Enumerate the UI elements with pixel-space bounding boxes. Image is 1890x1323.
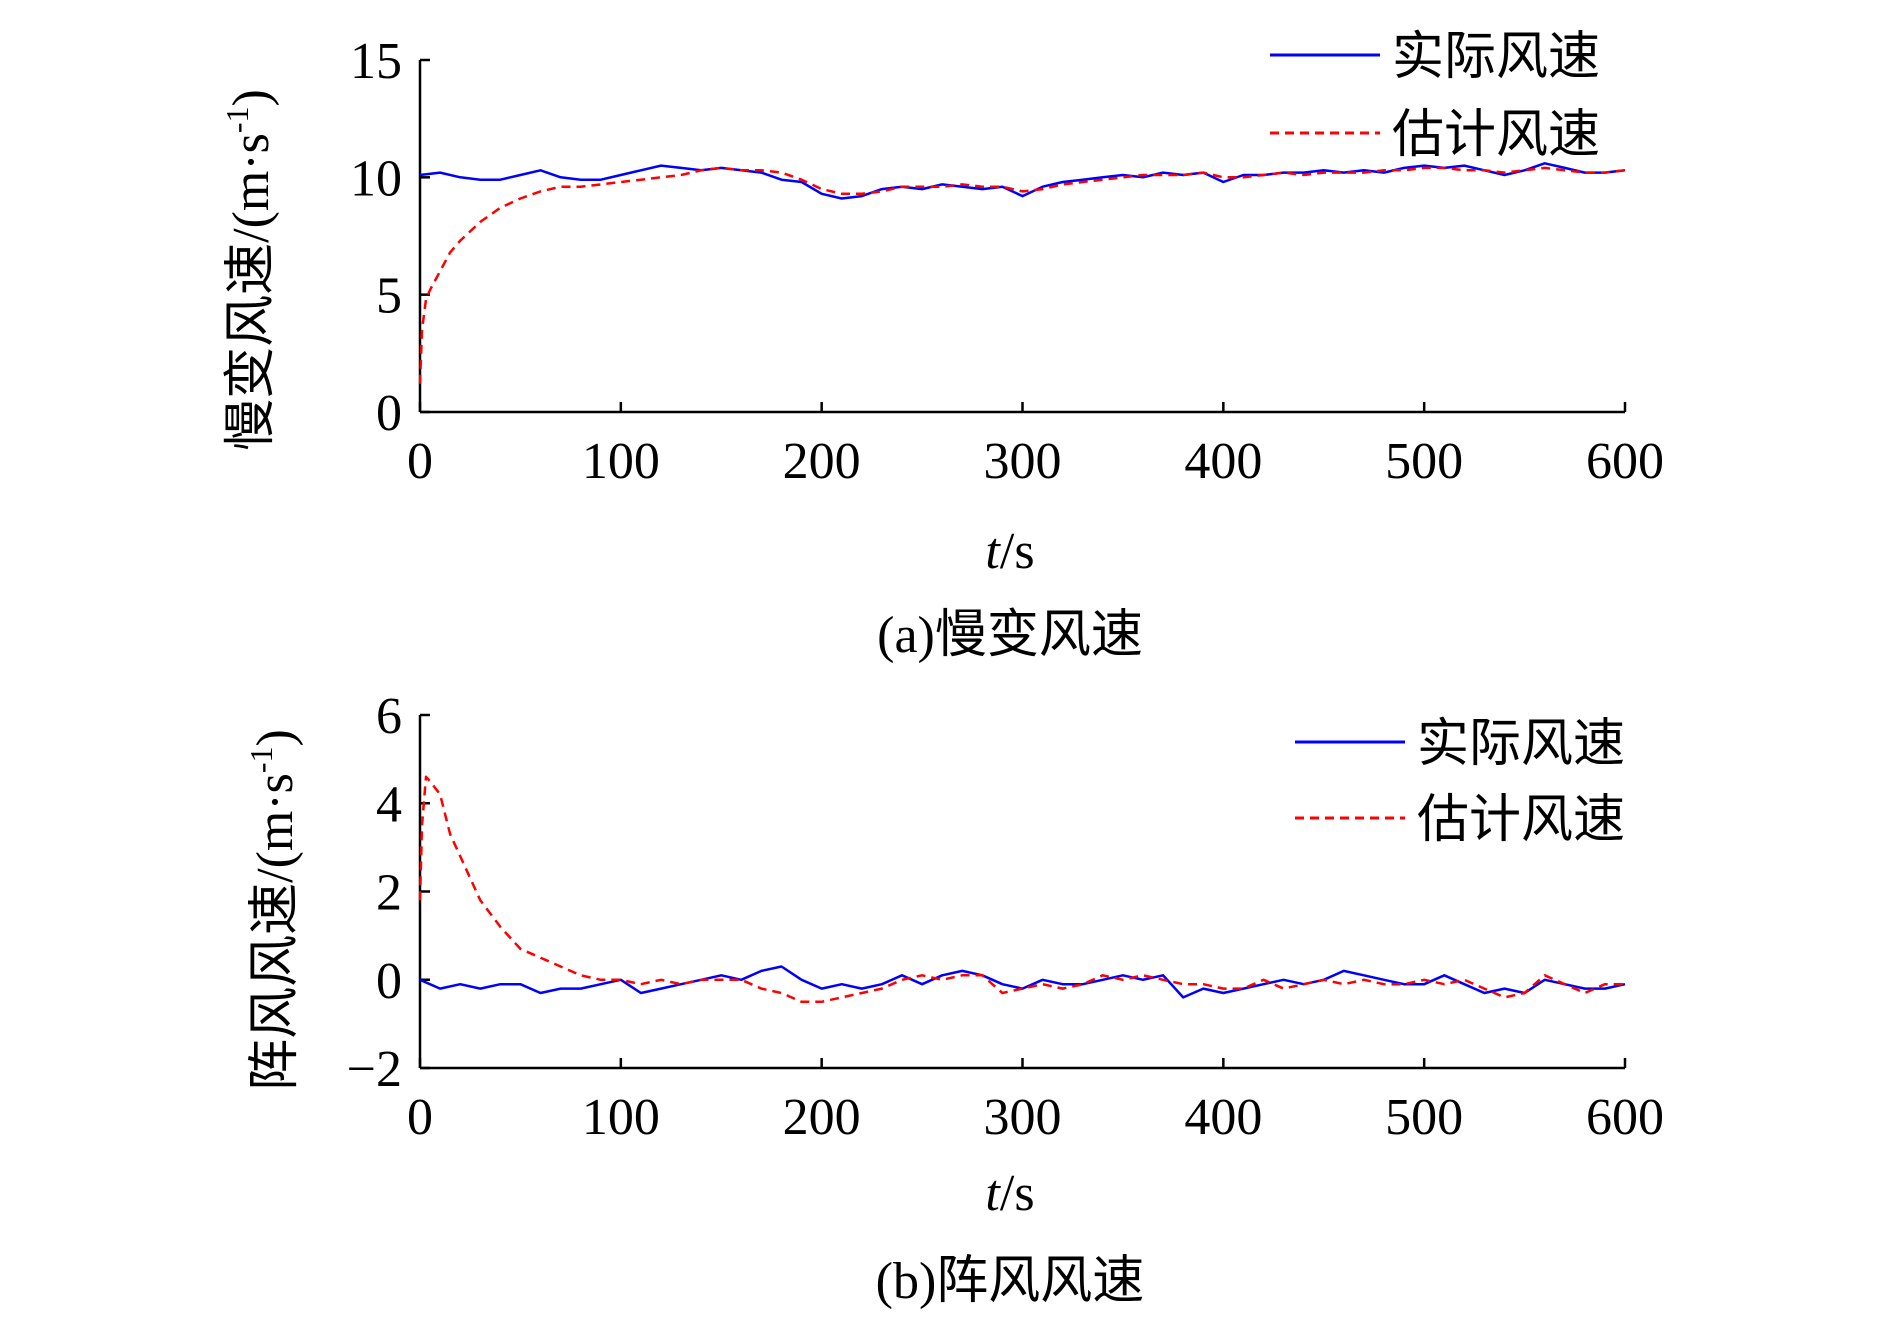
panel-a-axes: 0 100 200 300 400 500 600 0 5 10 15 xyxy=(350,33,1664,490)
panel-b-x-tick-label: 100 xyxy=(582,1089,660,1146)
panel-b-xlabel-rest: /s xyxy=(1000,1165,1035,1222)
panel-b-y-tick-label: 6 xyxy=(376,688,402,745)
panel-a-x-tick-label: 200 xyxy=(783,433,861,490)
panel-a-ylabel: 慢变风速/(m·s-1) xyxy=(219,89,280,451)
panel-b-x-tick-label: 300 xyxy=(984,1089,1062,1146)
panel-a-xlabel: t/s xyxy=(985,523,1034,580)
panel-a-x-tick-label: 100 xyxy=(582,433,660,490)
panel-a-ylabel-main: 慢变风速/(m·s xyxy=(223,133,280,451)
panel-a-ylabel-sup: -1 xyxy=(219,106,255,133)
panel-b-x-tick-label: 200 xyxy=(783,1089,861,1146)
panel-b-series-estimated-line xyxy=(418,775,1625,1004)
panel-a-legend-label-estimated: 估计风速 xyxy=(1392,107,1600,164)
panel-a-xlabel-rest: /s xyxy=(1000,523,1035,580)
panel-a-y-tick-label: 10 xyxy=(350,150,402,207)
panel-a-legend-label-actual: 实际风速 xyxy=(1392,29,1600,86)
panel-b-legend-label-estimated: 估计风速 xyxy=(1417,792,1625,849)
panel-a-x-tick-label: 500 xyxy=(1385,433,1463,490)
panel-b-series-actual-line xyxy=(419,965,1626,999)
panel-b-y-tick-label: −2 xyxy=(347,1041,402,1098)
panel-a-series-group xyxy=(418,162,1626,384)
panel-b-legend: 实际风速 估计风速 xyxy=(1295,716,1625,849)
panel-b-x-tick-label: 0 xyxy=(407,1089,433,1146)
panel-b-ylabel-close: ) xyxy=(247,729,304,746)
panel-b-y-tick-label: 0 xyxy=(376,953,402,1010)
panel-a-series-actual-line xyxy=(419,162,1626,200)
panel-a-x-tick-label: 300 xyxy=(984,433,1062,490)
panel-b-y-tick-label: 4 xyxy=(376,776,402,833)
panel-a-x-tick-label: 0 xyxy=(407,433,433,490)
panel-b-legend-label-actual: 实际风速 xyxy=(1417,716,1625,773)
panel-b-ylabel: 阵风风速/(m·s-1) xyxy=(243,729,304,1091)
panel-a-ylabel-close: ) xyxy=(223,89,280,106)
panel-b-y-tick-label: 2 xyxy=(376,865,402,922)
panel-a-xlabel-italic: t xyxy=(985,523,1001,580)
panel-b-series-group xyxy=(418,775,1626,1004)
panel-a-y-tick-label: 15 xyxy=(350,33,402,90)
panel-a-y-tick-label: 5 xyxy=(376,268,402,325)
panel-b-x-tick-label: 500 xyxy=(1385,1089,1463,1146)
panel-a: 0 100 200 300 400 500 600 0 5 10 15 实际风速 估计风速 慢变风速… xyxy=(219,29,1664,664)
panel-a-caption: (a)慢变风速 xyxy=(877,607,1143,664)
panel-a-x-tick-label: 600 xyxy=(1586,433,1664,490)
panel-b-x-tick-label: 400 xyxy=(1184,1089,1262,1146)
panel-a-x-tick-label: 400 xyxy=(1184,433,1262,490)
panel-b-xlabel: t/s xyxy=(985,1165,1034,1222)
panel-b-ylabel-main: 阵风风速/(m·s xyxy=(247,773,304,1091)
panel-b-x-tick-label: 600 xyxy=(1586,1089,1664,1146)
panel-b-caption: (b)阵风风速 xyxy=(876,1253,1145,1310)
panel-a-y-tick-label: 0 xyxy=(376,385,402,442)
panel-a-series-estimated-line xyxy=(418,166,1626,384)
panel-b-ylabel-sup: -1 xyxy=(243,746,279,773)
panel-b-xlabel-italic: t xyxy=(985,1165,1001,1222)
panel-a-legend: 实际风速 估计风速 xyxy=(1270,29,1600,164)
